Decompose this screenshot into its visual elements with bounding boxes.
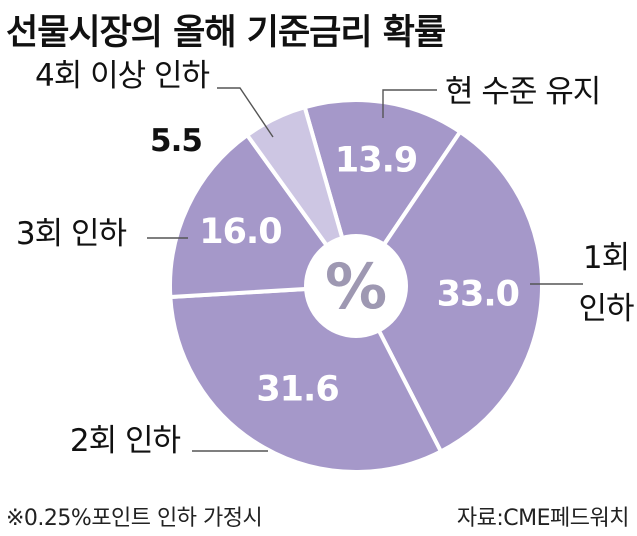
- slice-value-label: 13.9: [335, 141, 417, 181]
- slice-category-label: 3회 인하: [16, 216, 127, 252]
- slice-category-label: 4회 이상 인하: [35, 58, 210, 94]
- slice-category-label: 현 수준 유지: [445, 74, 600, 110]
- slice-category-label: 1회: [583, 240, 629, 276]
- source-note: 자료:CME페드워치: [456, 506, 630, 531]
- center-percent-sign: %: [325, 250, 387, 323]
- slice-category-label: 2회 인하: [70, 423, 181, 459]
- slice-category-label: 인하: [578, 291, 634, 327]
- slice-value-label: 16.0: [199, 212, 281, 252]
- pie-slice: [168, 133, 358, 300]
- leader-line: [382, 89, 437, 118]
- slice-value-label: 33.0: [437, 274, 519, 314]
- leader-lines: [147, 87, 583, 452]
- pie-slice: [245, 105, 358, 288]
- footnote: ※0.25%포인트 인하 가정시: [6, 506, 263, 531]
- leader-line: [217, 87, 274, 138]
- slice-value-label: 31.6: [256, 370, 338, 410]
- slice-value-label: 5.5: [150, 123, 202, 159]
- center-hole: [304, 234, 408, 338]
- value-labels: 13.9 33.0 31.6 16.0 5.5: [150, 123, 520, 410]
- chart-title: 선물시장의 올해 기준금리 확률: [6, 13, 446, 53]
- pie-slice: [354, 129, 544, 454]
